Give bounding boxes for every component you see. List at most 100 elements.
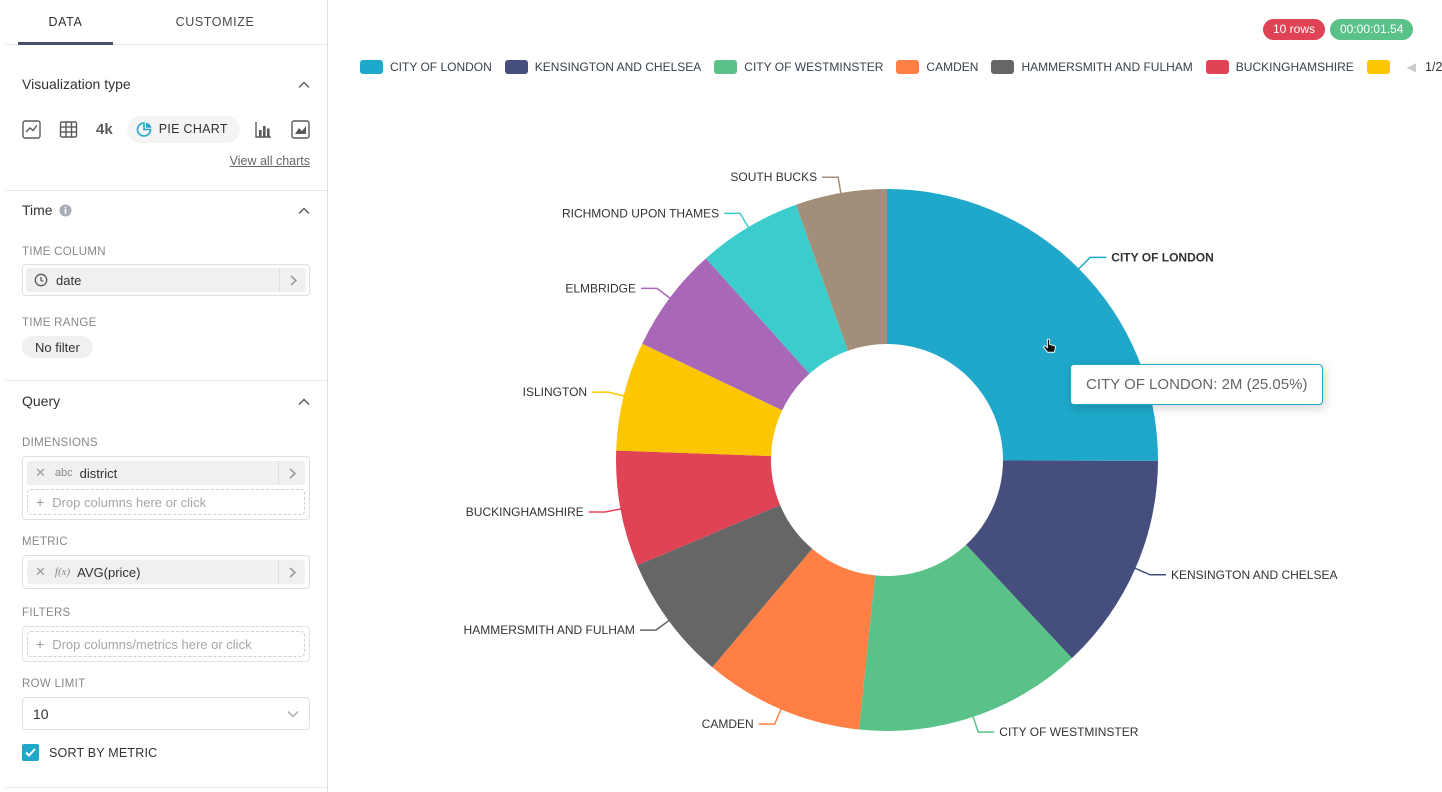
time-column-label: TIME COLUMN (22, 246, 106, 258)
pie-slice-city-of-london[interactable] (887, 189, 1159, 461)
filters-control: + Drop columns/metrics here or click (22, 626, 310, 662)
tab-data[interactable]: DATA (48, 15, 83, 29)
pie-slice-label: SOUTH BUCKS (730, 170, 817, 184)
line-chart-icon[interactable] (22, 119, 41, 139)
legend-swatch (1366, 60, 1390, 74)
label-leader-line (588, 508, 622, 513)
legend-label: KENSINGTON AND CHELSEA (534, 60, 702, 74)
big-number-icon[interactable]: 4k (96, 120, 113, 138)
dimensions-label: DIMENSIONS (22, 437, 98, 449)
pie-slice-elmbridge[interactable] (642, 258, 810, 411)
chevron-down-icon (287, 710, 299, 717)
legend-swatch (360, 60, 383, 74)
metric-option-avg-price[interactable]: ✕ f(x) AVG(price) (27, 560, 305, 584)
remove-icon[interactable]: ✕ (35, 465, 46, 480)
legend-label: CAMDEN (926, 60, 979, 74)
legend-item[interactable]: HAMMERSMITH AND FULHAM (991, 60, 1193, 74)
sort-by-metric-control[interactable]: SORT BY METRIC (22, 744, 157, 761)
legend-swatch (504, 60, 528, 74)
legend-label: BUCKINGHAMSHIRE (1235, 60, 1354, 74)
pie-slice-kensington-and-chelsea[interactable] (966, 460, 1158, 659)
legend-page-indicator: 1/2 (1425, 60, 1442, 74)
pie-slice-richmond-upon-thames[interactable] (705, 204, 848, 374)
legend-item[interactable]: CAMDEN (896, 60, 978, 74)
pie-chart-icon (136, 121, 152, 137)
chevron-right-icon[interactable] (278, 461, 305, 485)
active-tab-indicator (18, 42, 113, 45)
tab-customize[interactable]: CUSTOMIZE (175, 15, 255, 29)
area-chart-icon[interactable] (291, 119, 310, 139)
query-title-text: Query (22, 393, 61, 409)
chart-tooltip: CITY OF LONDON: 2M (25.05%) (1070, 364, 1324, 405)
legend-prev-icon[interactable]: ◀ (1406, 60, 1417, 74)
legend-label: HAMMERSMITH AND FULHAM (1021, 60, 1193, 74)
legend-item[interactable]: BUCKINGHAMSHIRE (1205, 60, 1354, 74)
checkbox-checked-icon[interactable] (22, 744, 39, 761)
bar-chart-icon[interactable] (254, 120, 273, 139)
time-column-option[interactable]: date (26, 268, 306, 292)
query-duration-badge: 00:00:01.54 (1330, 19, 1414, 40)
query-section-title: Query (22, 393, 60, 409)
filters-placeholder: Drop columns/metrics here or click (52, 636, 252, 652)
pie-slice-city-of-westminster[interactable] (859, 544, 1072, 731)
label-leader-line (724, 212, 750, 229)
legend-item[interactable]: CITY OF WESTMINSTER (714, 60, 883, 74)
dimension-value: district (79, 465, 118, 481)
plus-icon: + (36, 494, 45, 510)
legend-swatch (1205, 60, 1229, 74)
row-count-badge: 10 rows (1263, 19, 1326, 40)
pie-slice-south-bucks[interactable] (796, 188, 887, 351)
legend-item[interactable]: KENSINGTON AND CHELSEA (504, 60, 702, 74)
legend-pagination: ◀1/2▶ (1407, 60, 1442, 74)
view-all-charts-link[interactable]: View all charts (229, 154, 310, 168)
pie-slice-hammersmith-and-fulham[interactable] (637, 505, 813, 668)
pie-slice-label: CITY OF LONDON (1111, 250, 1213, 264)
control-panel: DATA CUSTOMIZE Visualization type 4k (5, 0, 328, 792)
chevron-up-icon[interactable] (298, 207, 310, 215)
chevron-up-icon[interactable] (298, 398, 310, 406)
chart-panel: 10 rows 00:00:01.54 CITY OF LONDON KENSIN… (328, 0, 1442, 792)
row-limit-select[interactable]: 10 (22, 697, 310, 730)
pie-slice-camden[interactable] (712, 548, 875, 730)
plus-icon: + (36, 636, 45, 652)
row-limit-value: 10 (33, 705, 49, 722)
metric-label: METRIC (22, 536, 68, 548)
section-divider (5, 190, 327, 191)
clock-icon (34, 273, 48, 287)
filters-drop-zone[interactable]: + Drop columns/metrics here or click (27, 631, 305, 657)
chevron-right-icon[interactable] (279, 268, 306, 292)
time-range-label: TIME RANGE (22, 317, 97, 329)
section-divider (5, 380, 327, 381)
label-leader-line (758, 708, 782, 725)
label-leader-line (1077, 256, 1107, 270)
label-leader-line (972, 715, 995, 733)
viz-type-shortcuts: 4k PIE CHART (22, 114, 310, 144)
label-leader-line (822, 176, 842, 195)
legend-swatch (714, 60, 738, 74)
info-icon (59, 204, 72, 216)
label-leader-line (641, 287, 672, 300)
pie-slice-buckinghamshire[interactable] (616, 450, 781, 566)
column-type-badge: abc (54, 467, 73, 479)
remove-icon[interactable]: ✕ (35, 564, 46, 579)
chevron-right-icon[interactable] (278, 560, 305, 584)
pie-slice-label: ELMBRIDGE (565, 281, 636, 295)
time-column-control[interactable]: date (22, 264, 310, 296)
dimension-option-district[interactable]: ✕ abc district (27, 461, 305, 485)
section-divider (5, 787, 327, 788)
pie-slice-label: HAMMERSMITH AND FULHAM (464, 623, 635, 637)
pie-slice-label: KENSINGTON AND CHELSEA (1171, 568, 1338, 582)
pie-slice-label: RICHMOND UPON THAMES (562, 206, 719, 220)
pie-slice-islington[interactable] (616, 343, 783, 456)
filters-label: FILTERS (22, 607, 71, 619)
control-tabs: DATA CUSTOMIZE (5, 0, 327, 45)
time-range-value-pill[interactable]: No filter (22, 336, 93, 358)
chevron-up-icon[interactable] (298, 81, 310, 89)
row-limit-label: ROW LIMIT (22, 678, 86, 690)
table-icon[interactable] (59, 120, 78, 139)
legend-item[interactable] (1366, 60, 1390, 74)
selected-viz-type-pie-chart[interactable]: PIE CHART (126, 115, 240, 143)
legend-item[interactable]: CITY OF LONDON (360, 60, 492, 74)
dimensions-drop-zone[interactable]: + Drop columns here or click (27, 489, 305, 515)
